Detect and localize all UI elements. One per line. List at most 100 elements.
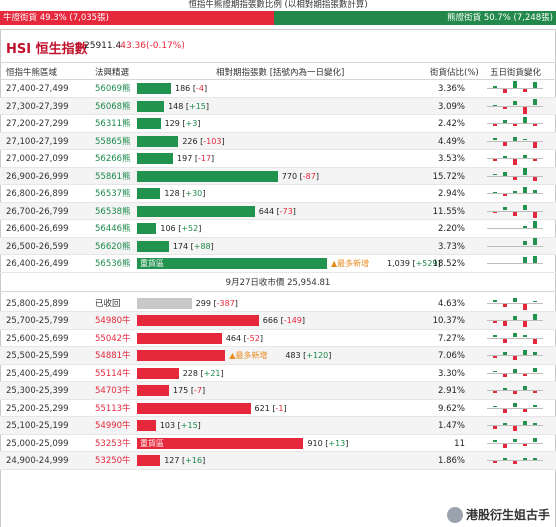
heavy-zone-label: 重貨區 [140, 259, 164, 268]
product-code-link[interactable]: 54980牛 [95, 316, 131, 326]
product-code-link[interactable]: 56068熊 [95, 101, 131, 112]
qty-change: -73 [279, 206, 293, 216]
product-code-link[interactable]: 56069熊 [95, 84, 131, 94]
sparkline-bar [523, 154, 527, 158]
sparkline-bar [523, 186, 527, 193]
ratio-title: 恒指牛熊證期指張數比例 (以相對期指張數計算) [188, 0, 368, 10]
product-code-link[interactable]: 55113牛 [95, 403, 131, 414]
product-code-link[interactable]: 53253牛 [95, 438, 131, 449]
table-row: 25,100-25,199 54990牛 103 [+15] 1.47% [0, 417, 556, 435]
sparkline-bar [513, 190, 517, 193]
sparkline-bar [533, 189, 537, 193]
qty-number: 197 [177, 154, 193, 163]
sparkline-bar [523, 89, 527, 93]
index-price: 25911.4 [84, 41, 122, 51]
sparkline-baseline [487, 390, 543, 391]
sparkline-bar [533, 458, 537, 460]
five-day-sparkline [487, 80, 543, 97]
qty-bar [137, 83, 171, 94]
product-code-link[interactable]: 56536熊 [95, 259, 131, 269]
table-row: 26,600-26,699 56446熊 106 [+52] 2.20% [0, 220, 556, 238]
range-cell: 27,000-27,099 [6, 154, 69, 164]
bull-ratio-segment: 牛證街貨 49.3% (7,035張) [0, 11, 275, 25]
sparkline-bar [513, 332, 517, 338]
product-code-link[interactable]: 54703牛 [95, 386, 131, 396]
sparkline-bar [503, 155, 507, 158]
product-code-link[interactable]: 56266熊 [95, 154, 131, 164]
share-pct: 11.55% [432, 206, 465, 217]
product-code-link[interactable]: 56537熊 [95, 189, 131, 199]
qty-change: -387 [216, 298, 235, 308]
range-cell: 27,400-27,499 [6, 84, 69, 94]
range-cell: 25,400-25,499 [6, 368, 69, 379]
sparkline-baseline [487, 337, 543, 339]
product-code-link[interactable]: 55861熊 [95, 171, 131, 182]
sparkline-bar [523, 335, 527, 338]
five-day-sparkline [487, 150, 543, 167]
sparkline-bar [493, 461, 497, 463]
product-code-link[interactable]: 53250牛 [95, 456, 131, 466]
qty-value: 129 [+3] [164, 119, 201, 128]
sparkline-baseline [487, 302, 543, 304]
sparkline-bar [533, 367, 537, 373]
sparkline-bar [513, 211, 517, 216]
share-pct: 2.94% [437, 189, 465, 199]
sparkline-bar [523, 168, 527, 176]
sparkline-bar [513, 176, 517, 180]
product-code-link[interactable]: 55865熊 [95, 136, 131, 147]
sparkline-bar [493, 138, 497, 141]
table-row: 27,100-27,199 55865熊 226 [-103] 4.49% [0, 132, 556, 150]
bear-ratio-segment: 熊證街貨 50.7% (7,248張) [274, 11, 556, 25]
product-code-link[interactable]: 56538熊 [95, 206, 131, 217]
product-code-link[interactable]: 55042牛 [95, 333, 131, 344]
five-day-sparkline [487, 255, 543, 272]
sparkline-baseline [487, 228, 543, 229]
qty-change: +3 [185, 119, 198, 128]
sparkline-bar [533, 99, 537, 106]
table-row: 27,300-27,399 56068熊 148 [+15] 3.09% [0, 97, 556, 115]
qty-number: 174 [172, 241, 189, 251]
sparkline-bar [503, 119, 507, 123]
table-row: 25,800-25,899 已收回 299 [-387] 4.63% [0, 295, 556, 312]
product-code-link[interactable]: 56620熊 [95, 241, 131, 252]
qty-change: +30 [185, 189, 203, 198]
sparkline-bar [493, 426, 497, 430]
product-code-link[interactable]: 56446熊 [95, 224, 131, 234]
bull-bear-ratio-bar: 牛證街貨 49.3% (7,035張) 熊證街貨 50.7% (7,248張) [0, 11, 556, 25]
most-added-marker: ▲最多新增 [229, 351, 268, 360]
sparkline-baseline [487, 425, 543, 426]
share-pct: 3.36% [437, 84, 465, 94]
sparkline-bar [503, 443, 507, 448]
product-code-link[interactable]: 55114牛 [95, 368, 131, 379]
sparkline-bar [533, 391, 537, 393]
qty-value: 770 [-87] [281, 171, 319, 181]
qty-bar [137, 332, 222, 344]
product-code-link[interactable]: 54990牛 [95, 421, 131, 431]
qty-change: -87 [302, 171, 316, 181]
share-pct: 2.91% [437, 386, 465, 396]
qty-change: +52 [181, 224, 199, 233]
sparkline-bar [533, 405, 537, 408]
bear-ratio-value: 50.7% (7,248張) [483, 13, 553, 23]
qty-number: 770 [281, 171, 298, 181]
table-row: 25,000-25,099 53253牛 重貨區 910 [+13] 11 [0, 435, 556, 452]
sparkline-bar [513, 100, 517, 106]
sparkline-bar [523, 408, 527, 412]
range-cell: 27,300-27,399 [6, 101, 69, 112]
share-pct: 10.37% [432, 316, 465, 326]
qty-number: 299 [195, 298, 211, 308]
sparkline-bar [503, 171, 507, 176]
qty-value: 174 [+88] [172, 241, 214, 251]
sparkline-bar [503, 408, 507, 413]
range-cell: 26,700-26,799 [6, 206, 69, 217]
five-day-sparkline [487, 238, 543, 255]
five-day-sparkline [487, 133, 543, 150]
product-code-link[interactable]: 56311熊 [95, 119, 131, 129]
five-day-sparkline [487, 185, 543, 202]
table-row: 26,900-26,999 55861熊 770 [-87] 15.72% [0, 167, 556, 185]
sparkline-baseline [487, 460, 543, 461]
qty-number: 128 [164, 189, 180, 198]
sparkline-bar [523, 373, 527, 376]
index-title: HSI 恒生指數 [6, 38, 88, 57]
product-code-link[interactable]: 54881牛 [95, 351, 131, 361]
